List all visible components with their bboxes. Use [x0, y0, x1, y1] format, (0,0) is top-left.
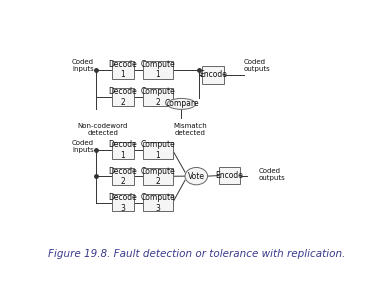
- Text: Decode
3: Decode 3: [108, 193, 137, 213]
- Text: Compute
3: Compute 3: [140, 193, 175, 213]
- Text: Compare: Compare: [164, 99, 199, 108]
- Ellipse shape: [167, 99, 196, 109]
- Bar: [202, 66, 224, 84]
- Bar: [112, 168, 134, 185]
- Text: Figure 19.8. Fault detection or tolerance with replication.: Figure 19.8. Fault detection or toleranc…: [47, 249, 345, 259]
- Text: Decode
2: Decode 2: [108, 167, 137, 186]
- Text: Coded
outputs: Coded outputs: [259, 168, 285, 181]
- Text: Vote: Vote: [188, 172, 205, 181]
- Text: Decode
1: Decode 1: [108, 140, 137, 160]
- Text: Compute
1: Compute 1: [140, 140, 175, 160]
- Bar: [112, 88, 134, 106]
- Text: Decode
1: Decode 1: [108, 60, 137, 79]
- Bar: [143, 194, 172, 211]
- Bar: [143, 141, 172, 159]
- Text: Compute
2: Compute 2: [140, 167, 175, 186]
- Text: Non-codeword
detected: Non-codeword detected: [78, 123, 128, 136]
- Circle shape: [185, 168, 208, 185]
- Bar: [112, 194, 134, 211]
- Bar: [219, 167, 240, 184]
- Text: Compute
1: Compute 1: [140, 60, 175, 79]
- Bar: [143, 168, 172, 185]
- Text: Mismatch
detected: Mismatch detected: [173, 123, 207, 136]
- Bar: [112, 61, 134, 79]
- Text: Coded
outputs: Coded outputs: [244, 59, 270, 72]
- Text: Encode: Encode: [199, 70, 227, 79]
- Bar: [143, 88, 172, 106]
- Text: Coded
inputs: Coded inputs: [72, 59, 94, 72]
- Text: Compute
2: Compute 2: [140, 87, 175, 107]
- Text: Encode: Encode: [215, 171, 243, 180]
- Text: Coded
inputs: Coded inputs: [72, 139, 94, 152]
- Bar: [143, 61, 172, 79]
- Bar: [112, 141, 134, 159]
- Text: Decode
2: Decode 2: [108, 87, 137, 107]
